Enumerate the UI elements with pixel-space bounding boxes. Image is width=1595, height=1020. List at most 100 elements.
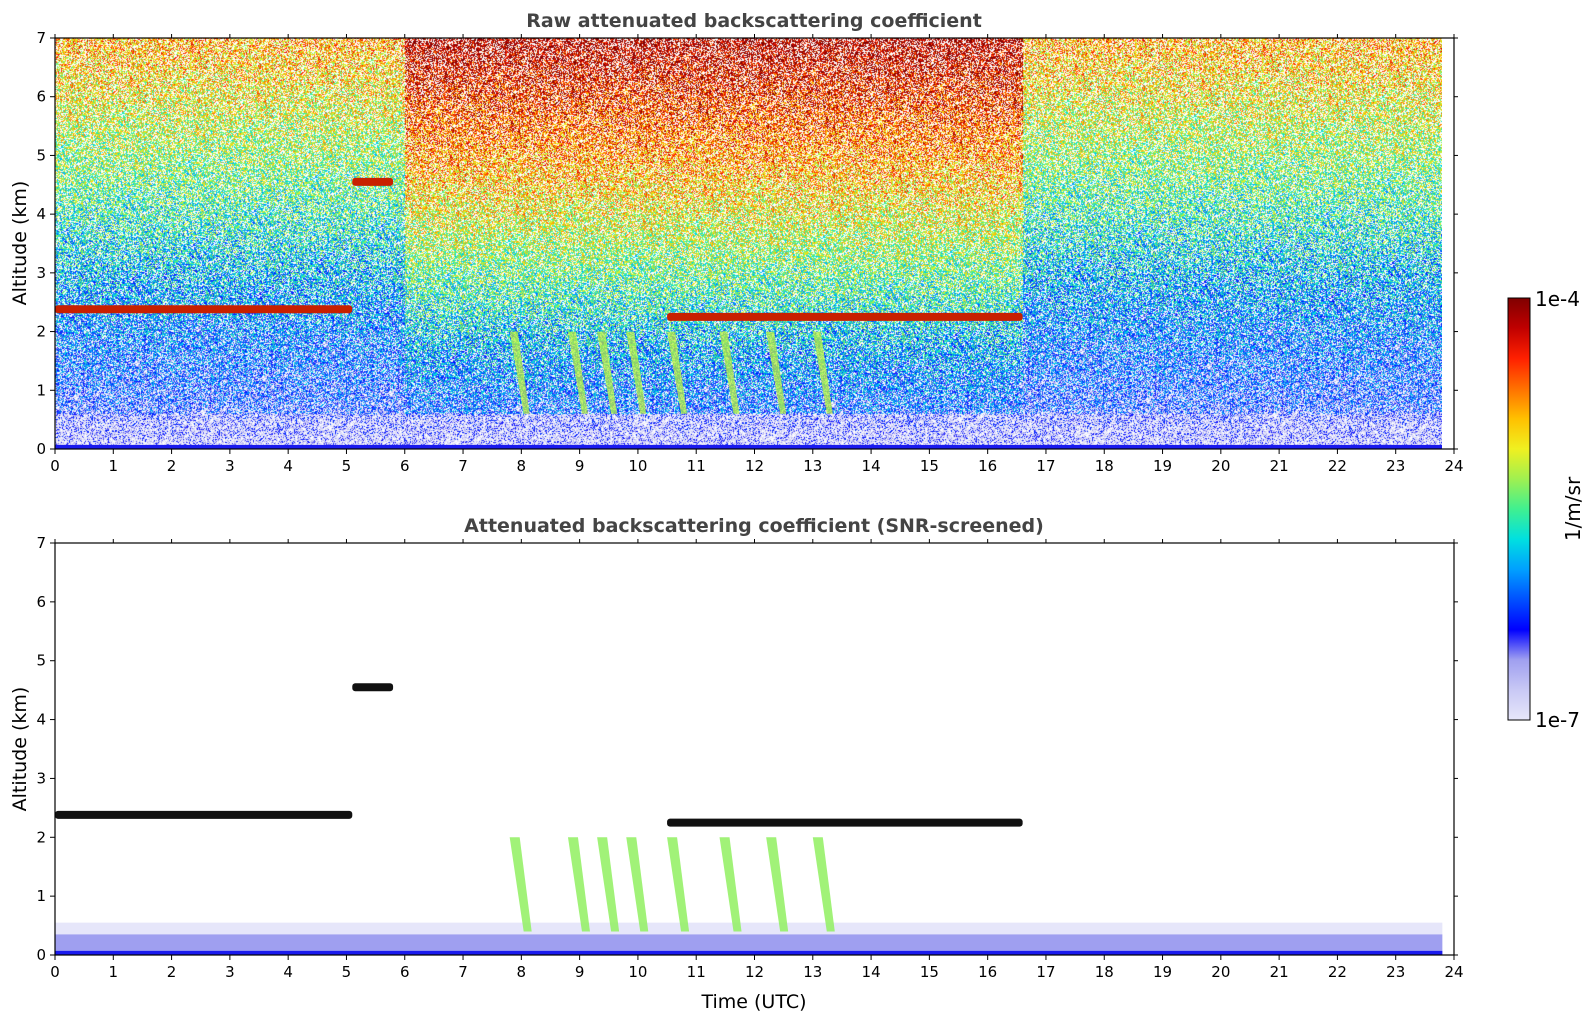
x-tick-label: 13 bbox=[803, 457, 822, 475]
colorbar-unit-label: 1/m/sr bbox=[1561, 476, 1585, 541]
precip-streak bbox=[766, 331, 787, 414]
cloud-layer bbox=[55, 810, 353, 819]
top-heatmap bbox=[55, 38, 1442, 449]
bottom-y-ticks: 0 1 2 3 4 5 6 7 bbox=[36, 534, 1458, 964]
x-tick-label: 23 bbox=[1386, 963, 1405, 981]
x-tick-label: 17 bbox=[1036, 963, 1055, 981]
x-tick-label: 9 bbox=[575, 457, 585, 475]
precip-streak bbox=[509, 837, 532, 932]
precip-streak bbox=[567, 837, 590, 932]
colorbar-max-label: 1e-4 bbox=[1535, 287, 1580, 311]
x-tick-label: 14 bbox=[862, 963, 881, 981]
precip-streak bbox=[812, 331, 833, 414]
y-tick-label: 4 bbox=[36, 205, 46, 223]
x-tick-label: 8 bbox=[517, 457, 527, 475]
cloud-layer bbox=[352, 177, 394, 186]
x-tick-label: 18 bbox=[1095, 963, 1114, 981]
precip-streak bbox=[667, 331, 688, 414]
top-x-ticks: 0 1 2 3 4 5 6 7 8 9 10 11 12 13 14 15 16 17 18 19 20 21 22 23 24 bbox=[50, 34, 1464, 475]
bottom-x-ticks: 0 1 2 3 4 5 6 7 8 9 10 11 12 13 14 15 16 17 18 19 20 21 22 23 24 bbox=[50, 539, 1464, 981]
y-tick-label: 5 bbox=[36, 146, 46, 164]
x-tick-label: 19 bbox=[1153, 963, 1172, 981]
x-tick-label: 9 bbox=[575, 963, 585, 981]
x-tick-label: 4 bbox=[283, 457, 293, 475]
precip-streak bbox=[812, 837, 835, 932]
x-tick-label: 13 bbox=[803, 963, 822, 981]
y-tick-label: 2 bbox=[36, 828, 46, 846]
bottom-heatmap bbox=[55, 683, 1443, 955]
bottom-axes-frame bbox=[54, 542, 1455, 956]
y-tick-label: 4 bbox=[36, 711, 46, 729]
y-tick-label: 6 bbox=[36, 88, 46, 106]
x-tick-label: 6 bbox=[400, 457, 410, 475]
bottom-y-axis-label: Altitude (km) bbox=[9, 687, 31, 812]
x-tick-label: 20 bbox=[1211, 963, 1230, 981]
cloud-layer bbox=[667, 312, 1023, 321]
x-tick-label: 7 bbox=[458, 457, 468, 475]
boundary-layer-core bbox=[55, 934, 1443, 955]
x-tick-label: 12 bbox=[745, 963, 764, 981]
x-tick-label: 24 bbox=[1444, 457, 1463, 475]
x-tick-label: 6 bbox=[400, 963, 410, 981]
precip-streak bbox=[509, 331, 530, 414]
x-tick-label: 15 bbox=[920, 963, 939, 981]
x-tick-label: 21 bbox=[1270, 457, 1289, 475]
precip-streak bbox=[719, 837, 742, 932]
colorbar-min-label: 1e-7 bbox=[1535, 708, 1580, 732]
x-tick-label: 4 bbox=[283, 963, 293, 981]
precip-streak bbox=[766, 837, 789, 932]
precip-streak bbox=[626, 331, 647, 414]
y-tick-label: 6 bbox=[36, 593, 46, 611]
raw-backscatter-field bbox=[55, 38, 1442, 449]
x-tick-label: 22 bbox=[1328, 457, 1347, 475]
x-tick-label: 10 bbox=[628, 457, 647, 475]
surface-band bbox=[55, 444, 1442, 449]
x-tick-label: 12 bbox=[745, 457, 764, 475]
cloud-layer bbox=[55, 305, 353, 314]
y-tick-label: 3 bbox=[36, 769, 46, 787]
cloud-layer bbox=[352, 683, 394, 692]
y-tick-label: 0 bbox=[36, 440, 46, 458]
x-tick-label: 20 bbox=[1211, 457, 1230, 475]
x-tick-label: 22 bbox=[1328, 963, 1347, 981]
x-tick-label: 5 bbox=[342, 963, 352, 981]
y-tick-label: 3 bbox=[36, 264, 46, 282]
y-tick-label: 0 bbox=[36, 946, 46, 964]
x-tick-label: 1 bbox=[109, 963, 119, 981]
x-tick-label: 21 bbox=[1270, 963, 1289, 981]
x-tick-label: 8 bbox=[517, 963, 527, 981]
y-tick-label: 1 bbox=[36, 381, 46, 399]
top-panel: Raw attenuated backscattering coefficien… bbox=[9, 10, 1464, 475]
x-tick-label: 17 bbox=[1036, 457, 1055, 475]
top-y-ticks: 0 1 2 3 4 5 6 7 bbox=[36, 29, 1458, 458]
x-tick-label: 7 bbox=[458, 963, 468, 981]
precip-streak bbox=[597, 837, 620, 932]
colorbar-gradient bbox=[1507, 297, 1531, 721]
x-tick-label: 24 bbox=[1444, 963, 1463, 981]
x-tick-label: 1 bbox=[109, 457, 119, 475]
colorbar: 1e-4 1e-7 1/m/sr bbox=[1507, 287, 1585, 732]
precip-streak bbox=[667, 837, 690, 932]
x-tick-label: 16 bbox=[978, 963, 997, 981]
precip-streak bbox=[567, 331, 588, 414]
x-tick-label: 0 bbox=[50, 963, 60, 981]
surface-band bbox=[55, 950, 1443, 955]
x-tick-label: 23 bbox=[1386, 457, 1405, 475]
precip-streak bbox=[597, 331, 618, 414]
y-tick-label: 1 bbox=[36, 887, 46, 905]
x-tick-label: 2 bbox=[167, 457, 177, 475]
x-tick-label: 5 bbox=[342, 457, 352, 475]
x-tick-label: 3 bbox=[225, 457, 235, 475]
x-tick-label: 19 bbox=[1153, 457, 1172, 475]
top-panel-title: Raw attenuated backscattering coefficien… bbox=[526, 10, 982, 32]
top-y-axis-label: Altitude (km) bbox=[9, 181, 31, 306]
y-tick-label: 2 bbox=[36, 323, 46, 341]
y-tick-label: 5 bbox=[36, 652, 46, 670]
x-axis-label: Time (UTC) bbox=[700, 991, 806, 1013]
bottom-panel: Attenuated backscattering coefficient (S… bbox=[9, 515, 1464, 1013]
bottom-panel-title: Attenuated backscattering coefficient (S… bbox=[464, 515, 1044, 537]
x-tick-label: 10 bbox=[628, 963, 647, 981]
x-tick-label: 11 bbox=[687, 457, 706, 475]
precip-streak bbox=[719, 331, 740, 414]
precip-streak bbox=[626, 837, 649, 932]
